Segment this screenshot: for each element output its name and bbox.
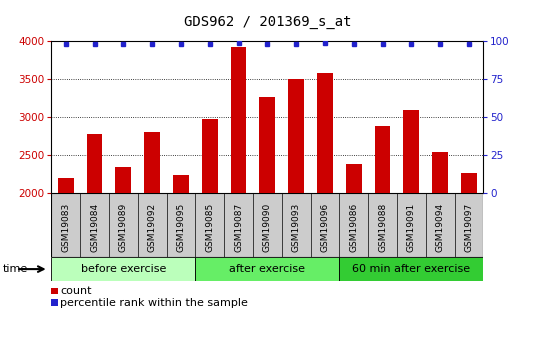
Bar xyxy=(231,48,246,193)
Text: time: time xyxy=(3,264,28,274)
Bar xyxy=(51,257,195,281)
Bar xyxy=(202,119,218,193)
Text: GSM19087: GSM19087 xyxy=(234,203,243,252)
Text: GSM19096: GSM19096 xyxy=(320,203,329,252)
Bar xyxy=(288,79,304,193)
Bar xyxy=(259,97,275,193)
Bar xyxy=(461,173,477,193)
Text: count: count xyxy=(60,286,92,296)
Bar xyxy=(403,110,419,193)
Bar xyxy=(51,193,483,257)
Bar xyxy=(317,72,333,193)
Bar xyxy=(432,152,448,193)
Text: GSM19083: GSM19083 xyxy=(61,203,70,252)
Text: GSM19094: GSM19094 xyxy=(436,203,444,252)
Text: GSM19092: GSM19092 xyxy=(147,203,157,252)
Text: GSM19088: GSM19088 xyxy=(378,203,387,252)
Text: GSM19084: GSM19084 xyxy=(90,203,99,252)
Text: before exercise: before exercise xyxy=(80,264,166,274)
Bar xyxy=(375,126,390,193)
Bar xyxy=(58,178,73,193)
Bar xyxy=(173,175,189,193)
Text: after exercise: after exercise xyxy=(230,264,305,274)
Text: GSM19085: GSM19085 xyxy=(205,203,214,252)
Text: GSM19089: GSM19089 xyxy=(119,203,128,252)
Text: GSM19097: GSM19097 xyxy=(464,203,474,252)
Text: GSM19091: GSM19091 xyxy=(407,203,416,252)
Bar xyxy=(144,132,160,193)
Text: GSM19090: GSM19090 xyxy=(263,203,272,252)
Bar xyxy=(346,164,362,193)
Text: 60 min after exercise: 60 min after exercise xyxy=(352,264,470,274)
Text: GSM19093: GSM19093 xyxy=(292,203,301,252)
Bar xyxy=(339,257,483,281)
Bar xyxy=(116,167,131,193)
Bar xyxy=(86,134,103,193)
Text: percentile rank within the sample: percentile rank within the sample xyxy=(60,298,248,307)
Bar xyxy=(195,257,339,281)
Text: GSM19095: GSM19095 xyxy=(177,203,185,252)
Text: GDS962 / 201369_s_at: GDS962 / 201369_s_at xyxy=(184,16,351,29)
Text: GSM19086: GSM19086 xyxy=(349,203,358,252)
